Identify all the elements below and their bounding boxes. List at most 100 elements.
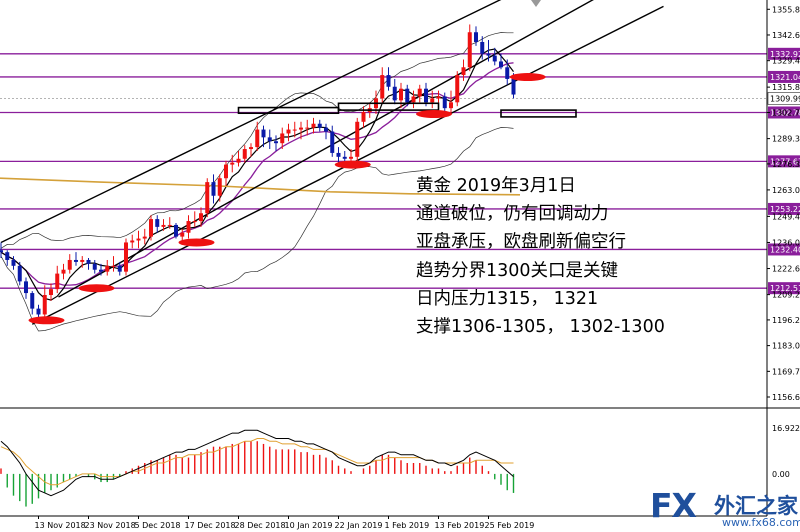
candle-body	[474, 32, 478, 42]
level-tag-label: 1212.51	[770, 284, 800, 293]
candle-body	[224, 164, 228, 179]
candle-body	[174, 224, 178, 237]
candle-body	[267, 137, 272, 142]
candle-body	[486, 53, 491, 56]
candle-body	[261, 129, 266, 138]
y-tick-label: 1276.35	[772, 160, 800, 169]
candle-body	[436, 96, 441, 99]
level-tag	[768, 243, 800, 256]
candle-body	[61, 269, 66, 274]
candle-body	[455, 75, 460, 103]
candle-body	[124, 242, 128, 272]
highlight-mark	[28, 316, 65, 325]
x-tick-label: 13 Feb 2019	[435, 521, 485, 530]
range-boxes	[237, 102, 577, 118]
candle-body	[280, 133, 285, 144]
range-box	[500, 109, 577, 118]
current-price-label: 1309.99	[770, 94, 800, 103]
candle-body	[311, 123, 316, 128]
candle-body	[74, 259, 78, 262]
candle-body	[49, 289, 53, 296]
level-tag	[768, 47, 800, 60]
x-tick-label: 10 Jan 2019	[285, 521, 333, 530]
candle-body	[105, 265, 110, 272]
y-tick-label: 1302.78	[772, 108, 800, 117]
candle-body	[405, 88, 410, 103]
candle-body	[492, 55, 497, 62]
osc-tick-label: 16.922	[772, 424, 800, 433]
note-line-4: 趋势分界1300关口是关键	[416, 260, 619, 281]
y-tick-label: 1196.20	[772, 316, 800, 325]
logo-url: www.fx68.com	[722, 516, 800, 529]
candle-body	[292, 129, 297, 131]
level-tag-label: 1232.40	[770, 245, 800, 254]
candle-body	[242, 149, 247, 159]
level-tag-label: 1332.92	[770, 50, 800, 59]
level-tag	[768, 70, 800, 83]
channel-upper	[0, 0, 502, 244]
level-tag	[768, 155, 800, 168]
level-tag	[768, 202, 800, 215]
candle-body	[30, 293, 35, 309]
candles	[0, 24, 516, 321]
candle-body	[417, 88, 422, 97]
candle-body	[186, 221, 191, 233]
candle-body	[24, 281, 28, 294]
candle-body	[17, 265, 22, 282]
candle-body	[249, 147, 253, 150]
logo-name: 外汇之家	[714, 494, 798, 518]
highlight-mark	[178, 238, 215, 247]
candle-body	[236, 158, 241, 163]
candle-body	[0, 250, 3, 253]
range-box	[337, 102, 440, 111]
current-price-tag	[767, 92, 800, 105]
candle-body	[136, 238, 141, 241]
candle-body	[349, 156, 353, 159]
candle-body	[149, 219, 153, 237]
candle-body	[230, 162, 235, 165]
shift-marker	[531, 0, 541, 7]
note-line-3: 亚盘承压，欧盘刷新偏空行	[416, 232, 626, 253]
candle-body	[361, 112, 366, 122]
candle-body	[511, 78, 516, 95]
x-tick-label: 28 Dec 2018	[235, 521, 286, 530]
candle-body	[80, 259, 85, 262]
candle-body	[205, 182, 210, 214]
y-tick-label: 1222.60	[772, 265, 800, 274]
candle-body	[424, 88, 428, 103]
candle-body	[11, 259, 16, 266]
candle-body	[161, 224, 166, 227]
candle-body	[217, 178, 222, 196]
x-tick-label: 22 Jan 2019	[335, 521, 383, 530]
candle-body	[442, 96, 447, 109]
candle-body	[411, 96, 416, 103]
candle-body	[67, 259, 72, 270]
candle-body	[167, 224, 172, 226]
level-tag-label: 1277.67	[770, 157, 800, 166]
y-tick-label: 1183.00	[772, 342, 800, 351]
y-tick-label: 1249.40	[772, 212, 800, 221]
candle-body	[342, 156, 347, 159]
level-tag-label: 1321.04	[770, 73, 800, 82]
x-tick-label: 23 Nov 2018	[85, 521, 136, 530]
ma-slow	[0, 177, 521, 196]
x-tick-label: 1 Feb 2019	[385, 521, 430, 530]
x-tick-label: 17 Dec 2018	[185, 521, 236, 530]
candle-body	[386, 75, 391, 87]
ma-mid	[0, 62, 514, 286]
y-tick-label: 1315.80	[772, 83, 800, 92]
oscillator-panel: 16.922 0.00	[0, 424, 800, 507]
analysis-note: 黄金 2019年3月1日 通道破位，仍有回调动力 亚盘承压，欧盘刷新偏空行 趋势…	[416, 172, 665, 341]
candle-body	[461, 67, 466, 76]
candle-body	[142, 236, 147, 239]
highlight-mark	[334, 160, 371, 169]
candle-body	[317, 123, 322, 128]
candle-body	[305, 127, 310, 129]
red-highlight-marks	[28, 73, 546, 325]
candle-body	[505, 67, 510, 79]
y-tick-label: 1289.35	[772, 135, 800, 144]
y-tick-label: 1236.00	[772, 238, 800, 247]
candle-body	[430, 98, 435, 103]
candle-body	[330, 131, 335, 153]
